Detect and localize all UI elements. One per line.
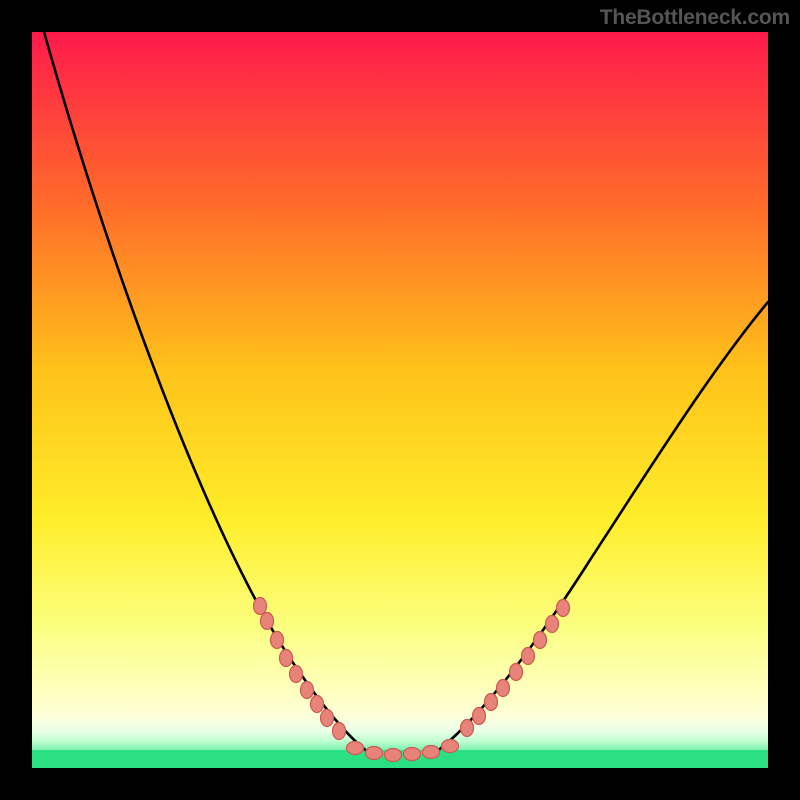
data-point	[261, 613, 274, 630]
data-point	[423, 746, 440, 759]
data-point	[497, 680, 510, 697]
data-point	[522, 648, 535, 665]
data-point	[385, 749, 402, 762]
data-point	[485, 694, 498, 711]
data-point	[290, 666, 303, 683]
curve-right	[436, 302, 768, 752]
watermark-text: TheBottleneck.com	[600, 6, 790, 30]
data-point	[442, 740, 459, 753]
data-point	[271, 632, 284, 649]
dots-left	[254, 598, 346, 740]
data-point	[280, 650, 293, 667]
data-point	[321, 710, 334, 727]
data-point	[404, 748, 421, 761]
data-point	[347, 742, 364, 755]
data-point	[546, 616, 559, 633]
data-point	[366, 747, 383, 760]
data-point	[510, 664, 523, 681]
dots-right	[461, 600, 570, 737]
data-point	[557, 600, 570, 617]
data-point	[473, 708, 486, 725]
dots-bottom	[347, 740, 459, 762]
data-point	[301, 682, 314, 699]
curve-left	[44, 32, 368, 752]
chart-svg	[32, 32, 768, 768]
data-point	[461, 720, 474, 737]
data-point	[333, 723, 346, 740]
data-point	[311, 696, 324, 713]
data-point	[254, 598, 267, 615]
plot-area	[32, 32, 768, 768]
data-point	[534, 632, 547, 649]
